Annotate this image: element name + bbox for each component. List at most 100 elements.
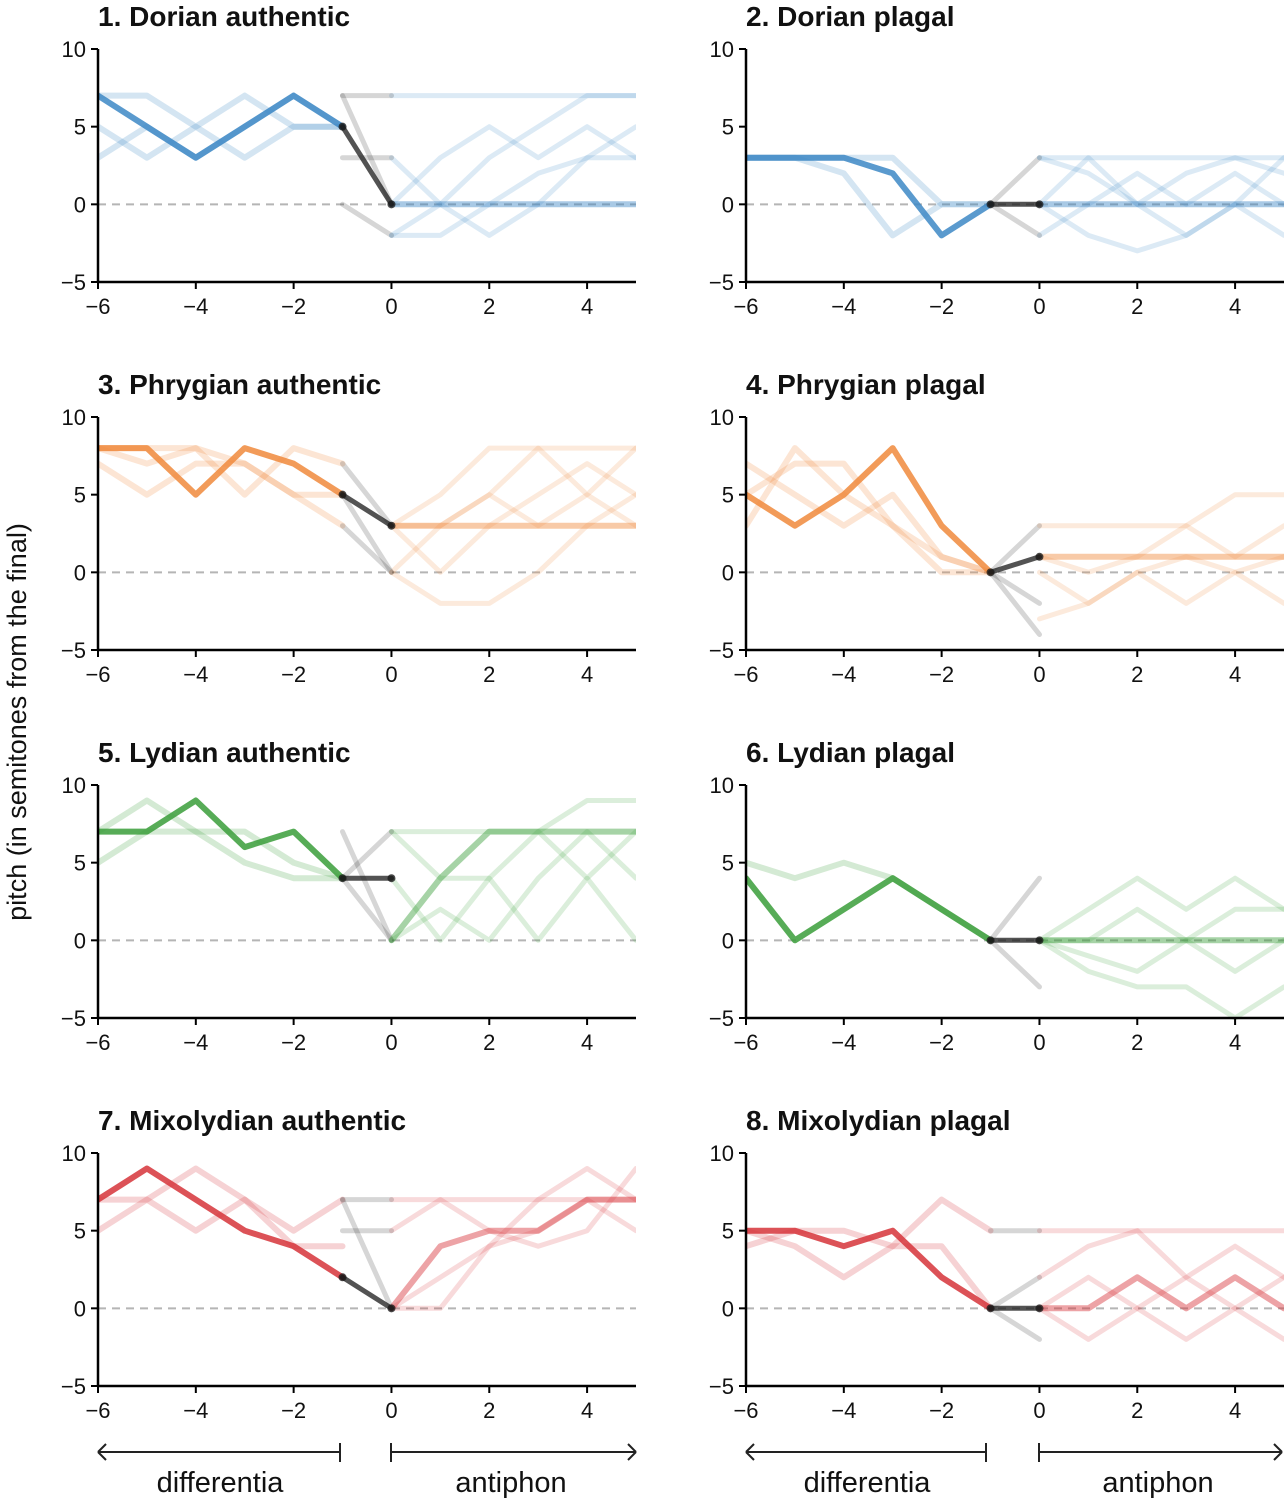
y-tick-label: −5 [709,1006,734,1031]
faint-antiphon-line [1037,155,1284,207]
x-tick-label: 4 [581,1398,593,1423]
x-tick-label: 2 [483,1398,495,1423]
faint-transition-line [988,569,1042,637]
faint-antiphon-line [1037,1274,1284,1342]
faint-transition-line [988,155,1042,207]
faint-antiphon-line [389,492,636,529]
faint-transition-line [988,201,1042,238]
transition-start-point [338,1273,347,1282]
y-tick-label: −5 [61,270,86,295]
x-tick-label: −4 [831,1030,856,1055]
chart-title: 2. Dorian plagal [746,1,955,32]
chart-title: 1. Dorian authentic [98,1,350,32]
plot-area [98,1165,636,1313]
y-tick-label: 10 [710,405,734,430]
y-tick-label: 5 [74,1219,86,1244]
plot-area [98,445,636,606]
y-tick-label: 0 [722,928,734,953]
y-tick-label: −5 [61,1374,86,1399]
x-tick-label: −6 [733,662,758,687]
main-differentia-line [746,445,994,576]
segment-legend-left: differentia antiphon [97,1443,637,1499]
differentia-label-left: differentia [157,1467,285,1499]
main-transition-line [340,492,394,529]
x-tick-label: −4 [183,662,208,687]
faint-antiphon-line [1037,569,1284,622]
plot-area [98,92,636,238]
main-transition-line [340,1274,394,1311]
transition-start-point [986,568,995,577]
faint-differentia-line [746,1227,994,1312]
faint-antiphon-line [389,124,636,238]
chart-title: 4. Phrygian plagal [746,369,986,400]
transition-end-point [387,521,396,530]
x-tick-label: −2 [281,294,306,319]
faint-antiphon-line [389,829,636,943]
x-tick-label: −6 [85,662,110,687]
transition-end-point [387,1304,396,1313]
x-tick-label: −2 [929,294,954,319]
transition-end-point [1035,200,1044,209]
y-tick-label: 5 [722,851,734,876]
x-tick-label: 0 [1033,1030,1045,1055]
y-tick-label: −5 [709,270,734,295]
faint-antiphon-line [1037,492,1284,529]
main-antiphon-line [388,1196,636,1312]
transition-end-point [387,874,396,883]
faint-differentia-line [746,445,994,576]
y-tick-label: 5 [722,483,734,508]
x-tick-label: −4 [831,662,856,687]
faint-transition-line [340,461,394,529]
x-tick-label: −2 [929,662,954,687]
transition-end-point [1035,936,1044,945]
x-tick-label: −4 [831,294,856,319]
x-tick-label: 2 [483,294,495,319]
x-tick-label: −2 [281,1398,306,1423]
x-tick-label: −4 [183,1398,208,1423]
differentia-arrow-left [97,1443,341,1462]
x-tick-label: 0 [385,294,397,319]
faint-antiphon-line [389,492,636,606]
faint-antiphon-line [1037,523,1284,575]
transition-end-point [1035,552,1044,561]
y-tick-label: 5 [74,483,86,508]
faint-differentia-line [98,92,346,130]
plot-area [746,1196,1284,1342]
faint-antiphon-line [1037,201,1284,254]
faint-antiphon-line [389,124,636,207]
faint-transition-line [988,523,1042,575]
chart-panel-3: 3. Phrygian authentic −6 −4 −2 0 2 4 −5 0 5 10 [61,369,636,687]
faint-antiphon-line [1037,906,1284,943]
y-tick-label: 0 [74,192,86,217]
faint-antiphon-line [1037,1274,1284,1342]
x-tick-label: −2 [929,1030,954,1055]
y-tick-label: 10 [62,405,86,430]
x-tick-label: 4 [1229,662,1241,687]
y-tick-label: −5 [709,638,734,663]
x-tick-label: −6 [85,294,110,319]
y-tick-label: 5 [722,1219,734,1244]
x-tick-label: −2 [281,1030,306,1055]
faint-antiphon-line [389,1166,636,1311]
x-tick-label: −2 [929,1398,954,1423]
faint-transition-line [340,492,394,575]
segment-legend-right: differentia antiphon [745,1443,1283,1499]
main-differentia-line [746,875,994,944]
faint-antiphon-line [389,445,636,529]
y-tick-label: 0 [74,928,86,953]
chart-title: 6. Lydian plagal [746,737,955,768]
x-tick-label: 0 [385,1030,397,1055]
plot-area [98,797,636,944]
main-differentia-line [98,797,346,882]
x-tick-label: −6 [733,1030,758,1055]
faint-transition-line [340,829,394,943]
antiphon-label-right: antiphon [1102,1467,1213,1499]
transition-start-point [986,200,995,209]
panels: 1. Dorian authentic −6 −4 −2 0 2 4 −5 0 5 10 2. Dor… [61,1,1284,1423]
main-transition-line [340,124,394,207]
chart-panel-7: 7. Mixolydian authentic −6 −4 −2 0 2 4 −5 0 5 10 [61,1105,636,1423]
faint-differentia-line [98,797,346,882]
faint-antiphon-line [389,445,636,575]
faint-differentia-line [98,460,346,498]
chart-panel-5: 5. Lydian authentic −6 −4 −2 0 2 4 −5 0 5 10 [61,737,636,1055]
